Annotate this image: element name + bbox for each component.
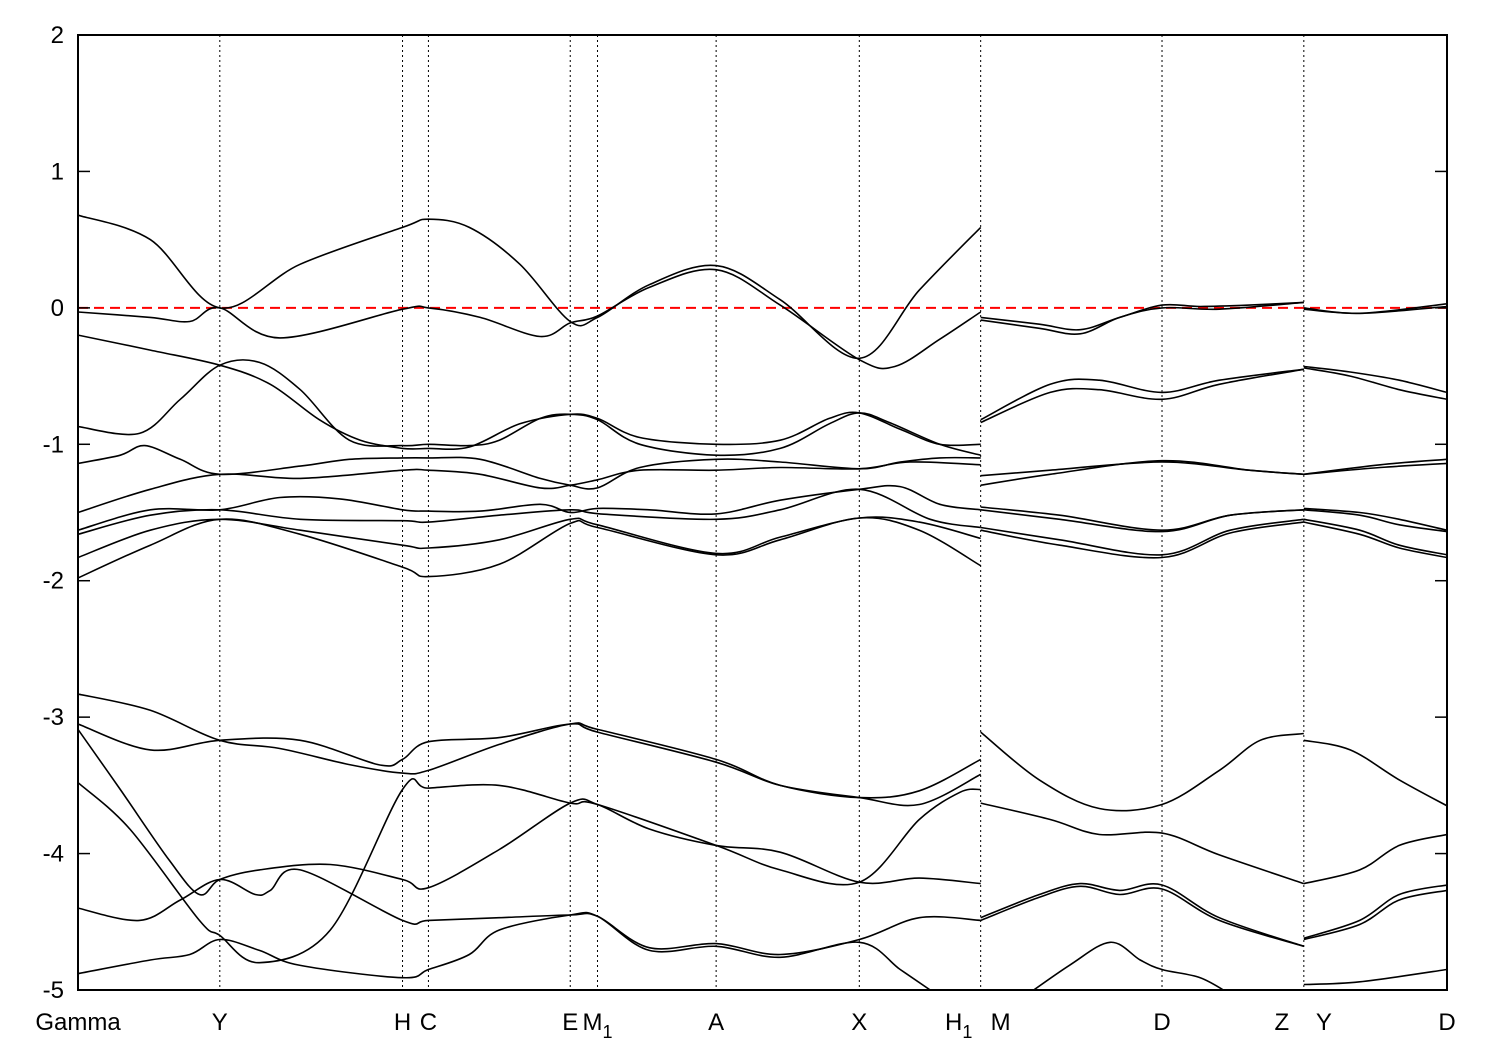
- y-tick-label: 2: [51, 22, 64, 49]
- band-line: [78, 777, 981, 964]
- band-line: [1303, 518, 1447, 556]
- band-line: [980, 885, 1305, 948]
- band-line: [1303, 833, 1447, 885]
- x-tick-label: A: [708, 1009, 724, 1036]
- band-line: [78, 723, 982, 807]
- band-line: [78, 334, 981, 450]
- plot-frame: [77, 34, 1448, 991]
- y-axis: -5 -4 -3 -2 -1 0 1 2: [43, 22, 1447, 1004]
- band-line: [78, 359, 981, 457]
- x-tick-label: H1: [945, 1009, 972, 1042]
- x-tick-label: Y: [212, 1009, 228, 1036]
- y-tick-label: -4: [43, 841, 64, 868]
- x-tick-label: Gamma: [35, 1009, 121, 1036]
- x-tick-label: D: [1438, 1009, 1455, 1036]
- band-line: [980, 506, 1304, 532]
- y-tick-label: 1: [51, 158, 64, 185]
- band-line: [78, 911, 931, 990]
- band-line: [980, 731, 1304, 812]
- band-line: [980, 802, 1305, 885]
- kpoint-dividers: [219, 35, 1305, 990]
- x-tick-label: D: [1153, 1009, 1170, 1036]
- x-axis: Gamma Y H C E M1 A X H1 M D Z Y D: [35, 1009, 1455, 1042]
- band-line: [980, 301, 1304, 331]
- band-line: [1303, 509, 1447, 533]
- band-line: [78, 728, 981, 896]
- band-line: [1303, 521, 1447, 559]
- x-tick-label: Y: [1316, 1009, 1332, 1036]
- band-line: [1303, 884, 1447, 939]
- x-tick-label: Z: [1274, 1009, 1289, 1036]
- band-line: [980, 301, 1304, 335]
- y-tick-label: -3: [43, 704, 64, 731]
- band-line: [78, 444, 981, 490]
- y-tick-label: 0: [51, 295, 64, 322]
- band-line: [980, 459, 1304, 486]
- band-line: [980, 368, 1304, 424]
- y-tick-label: -5: [43, 977, 64, 1004]
- band-line: [980, 461, 1304, 477]
- band-line: [980, 882, 1305, 948]
- band-line: [78, 214, 982, 360]
- band-line: [1303, 739, 1447, 807]
- x-tick-label: C: [420, 1009, 437, 1036]
- band-line: [78, 868, 981, 956]
- x-tick-label: E: [562, 1009, 578, 1036]
- band-line: [1032, 941, 1225, 990]
- band-line: [1303, 305, 1447, 315]
- band-line: [78, 461, 981, 514]
- band-line: [78, 693, 982, 799]
- band-line: [78, 516, 981, 559]
- x-tick-label: X: [851, 1009, 867, 1036]
- band-line: [1303, 367, 1447, 401]
- x-tick-label: H: [394, 1009, 411, 1036]
- band-line: [1303, 507, 1447, 531]
- y-tick-label: -1: [43, 431, 64, 458]
- x-tick-label: M: [991, 1009, 1011, 1036]
- band-line: [78, 488, 981, 536]
- band-line: [78, 516, 982, 579]
- band-line: [1303, 968, 1447, 986]
- band-line: [980, 368, 1304, 421]
- band-line: [1303, 365, 1447, 394]
- band-line: [1303, 889, 1447, 941]
- band-line: [980, 518, 1304, 556]
- bands: [78, 214, 1447, 990]
- band-line: [78, 484, 981, 531]
- band-line: [1303, 462, 1447, 476]
- band-line: [980, 509, 1304, 533]
- band-line: [980, 521, 1304, 559]
- y-tick-label: -2: [43, 568, 64, 595]
- band-line: [78, 268, 982, 370]
- x-tick-label: M1: [583, 1009, 613, 1042]
